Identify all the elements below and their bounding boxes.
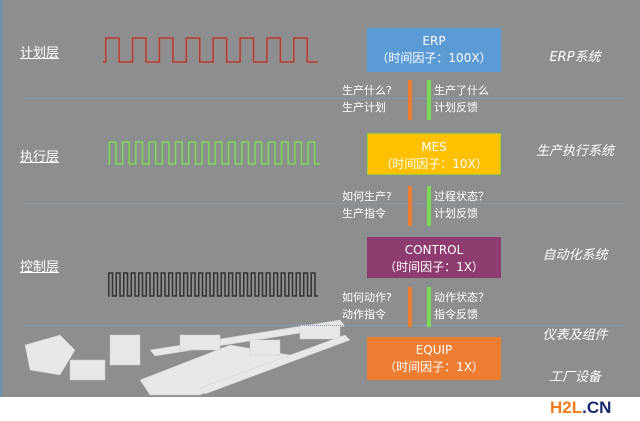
arrow-up-icon (427, 186, 431, 226)
arrow-up-icon (427, 287, 431, 327)
system-label: ERP系统 (549, 50, 601, 65)
square-wave-signal (108, 141, 320, 165)
arrow-down-icon (408, 287, 412, 327)
signal-waves (24, 37, 351, 396)
system-label: 仪表及组件 (542, 328, 608, 343)
divider (25, 203, 625, 204)
square-wave-signal (108, 272, 318, 297)
square-wave-signal (103, 37, 318, 63)
divider (25, 98, 625, 99)
box-title: MES (421, 140, 447, 154)
system-label: 生产执行系统 (535, 144, 614, 159)
layer-label-planning: 计划层 (20, 46, 60, 61)
layer-label-execution: 执行层 (20, 150, 60, 165)
flow-down-text: 生产什么? 生产计划 (342, 84, 392, 114)
arrow-down-icon (408, 186, 412, 226)
mes-box: MES （时间因子：10X） (367, 133, 501, 175)
control-box: CONTROL （时间因子：1X） (367, 237, 501, 278)
factory-illustration (24, 319, 351, 396)
box-title: ERP (422, 34, 446, 48)
box-subtitle: （时间因子：1X） (384, 360, 484, 374)
system-label: 工厂设备 (548, 370, 601, 385)
flow-down-text: 如何动作? 动作指令 (342, 291, 392, 321)
box-subtitle: （时间因子：10X） (380, 157, 488, 171)
flow-up-text: 过程状态？ 计划反馈 (434, 190, 489, 220)
system-label: 自动化系统 (542, 248, 608, 263)
box-title: EQUIP (415, 343, 453, 357)
arrow-up-icon (427, 80, 431, 120)
erp-box: ERP （时间因子：100X） (367, 28, 501, 72)
watermark-logo: H2L.CN (550, 398, 612, 417)
box-title: CONTROL (404, 243, 464, 257)
box-subtitle: （时间因子：1X） (384, 260, 484, 274)
flow-up-text: 动作状态？ 指令反馈 (434, 291, 489, 321)
box-subtitle: （时间因子：100X） (376, 51, 492, 65)
flow-up-text: 生产了什么 计划反馈 (434, 84, 489, 114)
flow-down-text: 如何生产? 生产指令 (342, 190, 392, 220)
divider (25, 325, 625, 326)
layer-label-control: 控制层 (20, 260, 60, 275)
arrow-down-icon (408, 80, 412, 120)
equip-box: EQUIP （时间因子：1X） (367, 337, 501, 380)
